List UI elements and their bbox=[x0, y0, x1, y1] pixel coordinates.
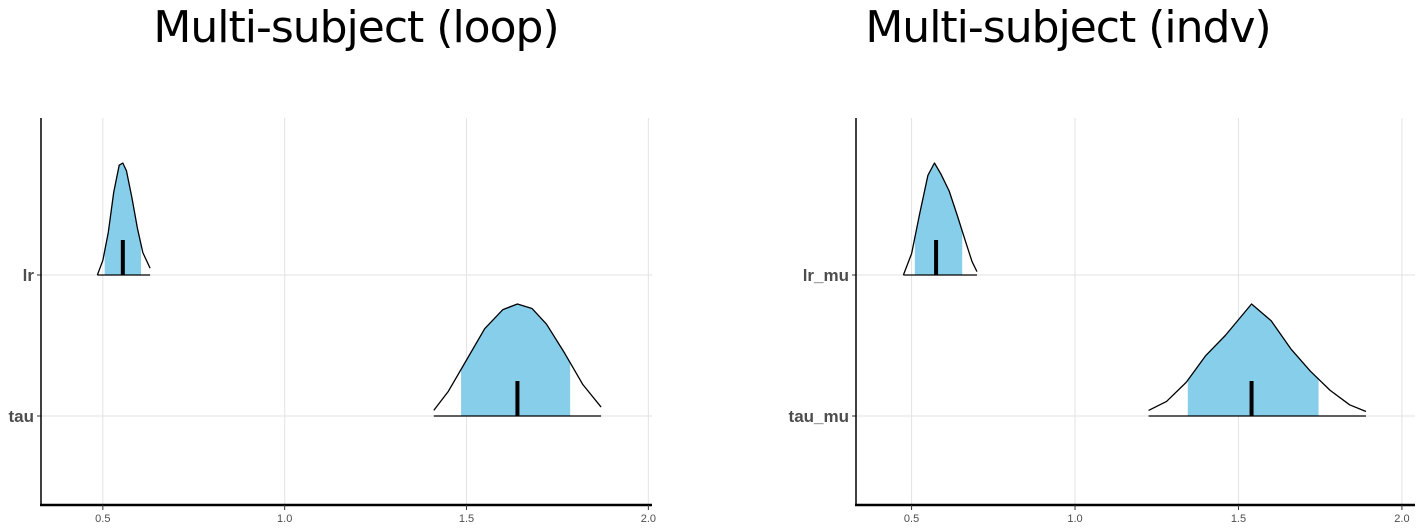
y-tick-label-tau: tau bbox=[9, 407, 35, 426]
chart-title: Multi-subject (indv) bbox=[865, 2, 1271, 53]
density-fill-lr bbox=[104, 163, 142, 275]
density-curve-lr bbox=[96, 162, 151, 276]
x-tick-label: 1.5 bbox=[459, 513, 474, 525]
x-tick-label: 1.0 bbox=[1067, 513, 1082, 525]
x-tick-label: 2.0 bbox=[1394, 513, 1409, 525]
density-fill-tau_mu bbox=[1187, 305, 1319, 416]
chart-panel-indv: Multi-subject (indv) lr_mu tau_mu 0.5 1.0 1.… bbox=[712, 0, 1424, 530]
chart-title: Multi-subject (loop) bbox=[153, 2, 559, 53]
density-curve-tau_mu bbox=[1148, 303, 1367, 413]
y-tick-label-tau_mu: tau_mu bbox=[789, 407, 849, 426]
x-tick-label: 1.5 bbox=[1231, 513, 1246, 525]
y-tick-label-lr_mu: lr_mu bbox=[803, 266, 849, 285]
density-fill-lr_mu bbox=[914, 163, 963, 275]
chart-panel-loop: Multi-subject (loop) lr tau 0.5 1.0 1.5 2.0 bbox=[9, 2, 657, 525]
density-curve-lr_mu bbox=[902, 162, 978, 276]
y-tick-label-lr: lr bbox=[23, 266, 35, 285]
x-tick-label: 0.5 bbox=[904, 513, 919, 525]
density-curve-tau bbox=[433, 303, 602, 411]
chart-plot-indv: lr_mu tau_mu 0.5 1.0 1.5 2.0 bbox=[789, 118, 1415, 525]
x-tick-label: 2.0 bbox=[641, 513, 656, 525]
density-fill-tau bbox=[461, 304, 571, 416]
x-tick-label: 1.0 bbox=[277, 513, 292, 525]
x-tick-label: 0.5 bbox=[95, 513, 110, 525]
chart-plot-loop: lr tau 0.5 1.0 1.5 2.0 bbox=[9, 118, 656, 525]
